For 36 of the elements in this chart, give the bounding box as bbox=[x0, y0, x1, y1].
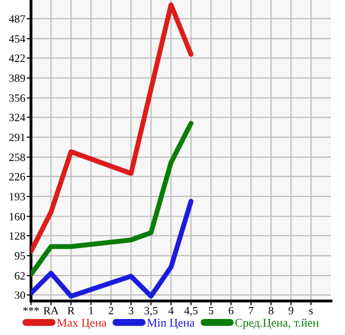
y-tick-label: 356 bbox=[9, 94, 26, 102]
x-tick-label: 5 bbox=[208, 306, 214, 314]
line-series bbox=[31, 120, 194, 277]
x-tick-label: 7 bbox=[248, 306, 254, 314]
y-tick-label: 291 bbox=[9, 134, 25, 142]
x-tick-label: 3,5 bbox=[144, 306, 158, 316]
x-tick-label: 9 bbox=[288, 306, 294, 314]
y-tick-label: 258 bbox=[9, 154, 26, 162]
legend-label: Max Цена bbox=[57, 318, 106, 330]
y-tick-label: 193 bbox=[10, 192, 26, 200]
x-tick-label: *** bbox=[23, 306, 39, 312]
legend-label: Сред.Цена, т.йен bbox=[235, 318, 319, 330]
line-series bbox=[31, 2, 194, 254]
y-tick-label: 487 bbox=[8, 15, 26, 23]
y-tick-label: 389 bbox=[9, 74, 25, 82]
y-tick-label: 62 bbox=[14, 272, 25, 280]
x-tick-label: 4 bbox=[168, 306, 174, 314]
y-tick-label: 30 bbox=[14, 291, 26, 299]
line-series bbox=[31, 198, 194, 299]
y-tick-label: 454 bbox=[8, 35, 26, 43]
y-tick-label: 160 bbox=[10, 212, 26, 220]
y-tick-label: 95 bbox=[14, 252, 26, 260]
x-tick-label: 3 bbox=[128, 306, 134, 314]
x-tick-label: 1 bbox=[89, 306, 94, 314]
y-tick-label: 128 bbox=[10, 232, 26, 240]
x-tick-label: 2 bbox=[108, 306, 114, 314]
x-tick-label: 4,5 bbox=[184, 306, 198, 316]
x-tick-label: 8 bbox=[268, 306, 274, 314]
y-tick-label: 422 bbox=[8, 54, 25, 62]
y-tick-label: 324 bbox=[9, 114, 26, 122]
x-tick-label: s bbox=[309, 309, 313, 314]
legend-label: Min Цена bbox=[147, 318, 195, 330]
x-tick-label: 6 bbox=[228, 306, 234, 314]
x-tick-label: R bbox=[68, 306, 75, 314]
y-tick-label: 226 bbox=[9, 172, 26, 180]
x-tick-label: RA bbox=[44, 306, 59, 314]
